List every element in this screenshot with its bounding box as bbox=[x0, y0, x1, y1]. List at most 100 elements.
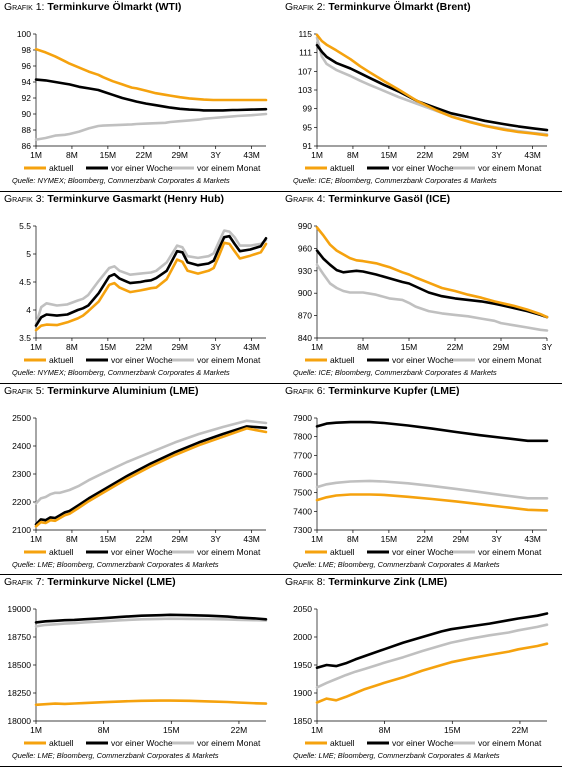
y-tick-label: 2500 bbox=[12, 413, 31, 423]
series-line-aktuell bbox=[34, 241, 268, 332]
x-tick-label: 22M bbox=[417, 534, 434, 544]
x-tick-label: 43M bbox=[243, 534, 260, 544]
y-tick-label: 900 bbox=[298, 288, 312, 298]
x-tick-label: 22M bbox=[136, 150, 153, 160]
series-line-aktuell bbox=[34, 47, 268, 102]
x-tick-label: 8M bbox=[66, 342, 78, 352]
y-tick-label: 88 bbox=[22, 125, 32, 135]
chart-panel-6: Grafik 6: Terminkurve Kupfer (LME) 7300 74… bbox=[281, 384, 562, 576]
x-tick-label: 22M bbox=[231, 725, 248, 735]
series-line-aktuell bbox=[315, 642, 549, 705]
line-chart: 18000 18250 18500 18750 19000 1M 8M 15M 22M aktue… bbox=[7, 604, 268, 748]
x-tick-label: 1M bbox=[30, 342, 42, 352]
y-tick-label: 930 bbox=[298, 266, 312, 276]
y-tick-label: 91 bbox=[303, 141, 313, 151]
x-tick-label: 3Y bbox=[542, 342, 553, 352]
x-tick-label: 1M bbox=[30, 150, 42, 160]
series-line-woche bbox=[315, 43, 549, 132]
y-tick-label: 960 bbox=[298, 243, 312, 253]
y-tick-label: 92 bbox=[22, 93, 32, 103]
figure-label: Grafik 5: bbox=[4, 384, 45, 397]
legend-label-monat: vor einem Monat bbox=[197, 163, 261, 173]
y-tick-label: 2050 bbox=[293, 604, 312, 614]
x-tick-label: 43M bbox=[243, 150, 260, 160]
y-tick-label: 7400 bbox=[293, 506, 312, 516]
figure-title: Terminkurve Ölmarkt (WTI) bbox=[47, 1, 182, 13]
y-tick-label: 7900 bbox=[293, 413, 312, 423]
legend-label-woche: vor einer Woche bbox=[111, 355, 173, 365]
x-tick-label: 8M bbox=[347, 534, 359, 544]
x-tick-label: 22M bbox=[512, 725, 529, 735]
source-note: Quelle: NYMEX; Bloomberg, Commerzbank Co… bbox=[12, 176, 230, 185]
legend-label-aktuell: aktuell bbox=[330, 163, 355, 173]
series-line-woche bbox=[34, 234, 268, 327]
source-note: Quelle: LME; Bloomberg, Commerzbank Corp… bbox=[293, 751, 500, 761]
legend-label-aktuell: aktuell bbox=[49, 163, 74, 173]
x-tick-label: 29M bbox=[452, 534, 469, 544]
legend-label-woche: vor einer Woche bbox=[111, 163, 173, 173]
x-tick-label: 29M bbox=[452, 150, 469, 160]
row-divider bbox=[0, 190, 562, 192]
chart-title: Grafik 4: Terminkurve Gasöl (ICE) bbox=[285, 193, 450, 205]
y-tick-label: 4.5 bbox=[19, 277, 31, 287]
line-chart: 2100 2200 2300 2400 2500 1M 8M 15M 22M 29M 3Y 43M ak… bbox=[12, 413, 268, 557]
x-tick-label: 15M bbox=[100, 342, 117, 352]
line-chart: 91 95 99 103 107 111 115 1M 8M 15M 22M 29M 3Y 43M aktu… bbox=[298, 29, 549, 173]
x-tick-label: 22M bbox=[136, 342, 153, 352]
y-tick-label: 990 bbox=[298, 221, 312, 231]
source-note: Quelle: LME; Bloomberg, Commerzbank Corp… bbox=[293, 559, 500, 569]
y-tick-label: 7300 bbox=[293, 525, 312, 535]
x-tick-label: 3Y bbox=[210, 342, 221, 352]
series-line-woche bbox=[34, 78, 268, 112]
x-tick-label: 15M bbox=[444, 725, 461, 735]
y-tick-label: 5.5 bbox=[19, 221, 31, 231]
y-tick-label: 2400 bbox=[12, 441, 31, 451]
chart-panel-7: Grafik 7: Terminkurve Nickel (LME) 18000 1… bbox=[0, 575, 281, 767]
y-tick-label: 96 bbox=[22, 61, 32, 71]
chart-panel-5: Grafik 5: Terminkurve Aluminium (LME) 210… bbox=[0, 384, 281, 576]
chart-title: Grafik 1: Terminkurve Ölmarkt (WTI) bbox=[4, 1, 181, 13]
x-tick-label: 3Y bbox=[491, 150, 502, 160]
series-line-woche bbox=[315, 249, 549, 319]
series-line-aktuell bbox=[34, 699, 268, 707]
legend-label-aktuell: aktuell bbox=[49, 355, 74, 365]
x-tick-label: 1M bbox=[311, 534, 323, 544]
legend-label-aktuell: aktuell bbox=[330, 547, 355, 557]
x-tick-label: 1M bbox=[30, 534, 42, 544]
figure-title: Terminkurve Nickel (LME) bbox=[47, 576, 176, 589]
source-note: Quelle: NYMEX; Bloomberg, Commerzbank Co… bbox=[12, 367, 230, 377]
chart-title: Grafik 6: Terminkurve Kupfer (LME) bbox=[285, 385, 459, 397]
y-tick-label: 95 bbox=[303, 122, 313, 132]
y-tick-label: 115 bbox=[298, 29, 312, 39]
chart-title: Grafik 7: Terminkurve Nickel (LME) bbox=[4, 576, 176, 588]
figure-title: Terminkurve Kupfer (LME) bbox=[328, 384, 460, 397]
series-line-monat bbox=[315, 36, 549, 136]
series-line-aktuell bbox=[34, 426, 268, 528]
x-tick-label: 3Y bbox=[491, 534, 502, 544]
y-tick-label: 2300 bbox=[12, 469, 31, 479]
figure-label: Grafik 7: bbox=[4, 576, 45, 589]
figure-title: Terminkurve Aluminium (LME) bbox=[47, 384, 199, 397]
x-tick-label: 29M bbox=[171, 342, 188, 352]
source-note: Quelle: LME; Bloomberg, Commerzbank Corp… bbox=[12, 559, 219, 569]
y-tick-label: 86 bbox=[22, 141, 32, 151]
line-chart: 86 88 90 92 94 96 98 100 1M 8M 15M 22M 29M 3Y 43M aktue… bbox=[17, 29, 268, 173]
x-tick-label: 8M bbox=[357, 342, 369, 352]
x-tick-label: 22M bbox=[447, 342, 464, 352]
x-tick-label: 43M bbox=[524, 534, 541, 544]
series-line-woche bbox=[34, 424, 268, 526]
row-divider bbox=[0, 382, 562, 384]
x-tick-label: 43M bbox=[524, 150, 541, 160]
legend-label-aktuell: aktuell bbox=[330, 355, 355, 365]
legend-label-woche: vor einer Woche bbox=[392, 163, 454, 173]
chart-panel-4: Grafik 4: Terminkurve Gasöl (ICE) 840 870 9… bbox=[281, 192, 562, 384]
series-line-aktuell bbox=[315, 33, 549, 137]
y-tick-label: 870 bbox=[298, 310, 312, 320]
series-line-monat bbox=[315, 479, 549, 500]
figure-title: Terminkurve Zink (LME) bbox=[328, 576, 448, 589]
legend-label-monat: vor einem Monat bbox=[197, 547, 261, 557]
line-chart: 3.5 4 4.5 5 5.5 1M 8M 15M 22M 29M 3Y 43M aktuell vor … bbox=[19, 221, 268, 365]
y-tick-label: 111 bbox=[299, 48, 312, 58]
y-tick-label: 7500 bbox=[293, 487, 312, 497]
